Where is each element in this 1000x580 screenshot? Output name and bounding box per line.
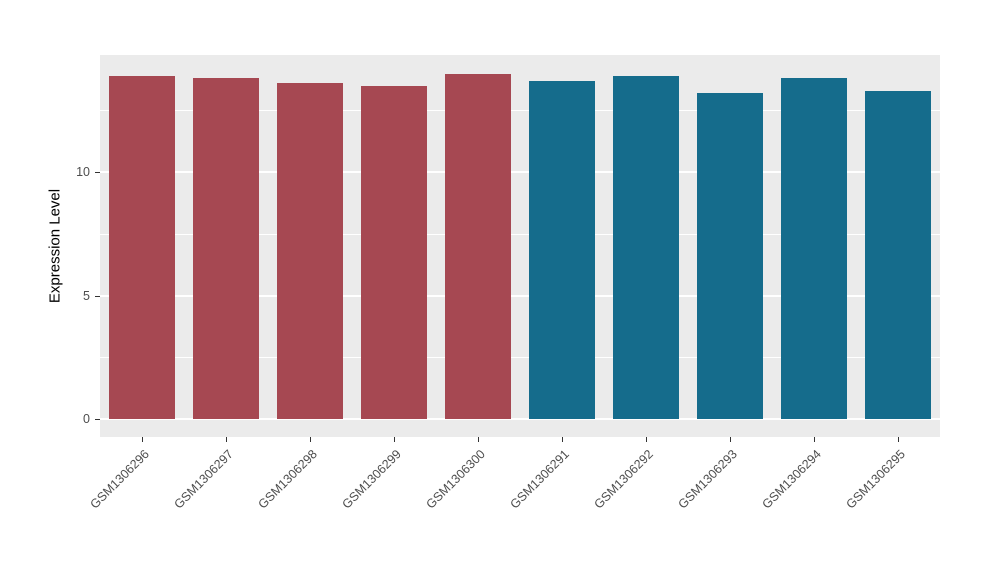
gridline-minor: [100, 110, 940, 112]
y-axis-tick-label: 5: [83, 288, 90, 303]
x-tick: [478, 437, 479, 442]
x-tick: [310, 437, 311, 442]
bar-GSM1306299: [361, 85, 427, 420]
x-tick: [226, 437, 227, 442]
x-tick: [394, 437, 395, 442]
bar-GSM1306293: [697, 93, 763, 420]
y-tick: [95, 172, 100, 174]
bar-GSM1306295: [865, 90, 931, 420]
bar-GSM1306292: [613, 75, 679, 420]
bar-GSM1306297: [193, 78, 259, 420]
bar-GSM1306300: [445, 73, 511, 420]
x-tick: [898, 437, 899, 442]
y-tick: [95, 419, 100, 421]
y-axis-title: Expression Level: [46, 188, 64, 304]
x-tick: [730, 437, 731, 442]
gridline-major: [100, 294, 940, 297]
gridline-minor: [100, 356, 940, 358]
y-tick: [95, 295, 100, 297]
bar-GSM1306291: [529, 80, 595, 420]
x-tick: [142, 437, 143, 442]
gridline-major: [100, 171, 940, 174]
y-axis-tick-label: 10: [76, 165, 90, 180]
bar-GSM1306296: [109, 75, 175, 420]
plot-panel: [100, 55, 940, 437]
bar-GSM1306298: [277, 83, 343, 420]
x-tick: [562, 437, 563, 442]
gridline-minor: [100, 233, 940, 235]
bar-GSM1306294: [781, 78, 847, 420]
x-tick: [814, 437, 815, 442]
y-axis-tick-label: 0: [83, 412, 90, 427]
gridline-major: [100, 418, 940, 421]
x-tick: [646, 437, 647, 442]
